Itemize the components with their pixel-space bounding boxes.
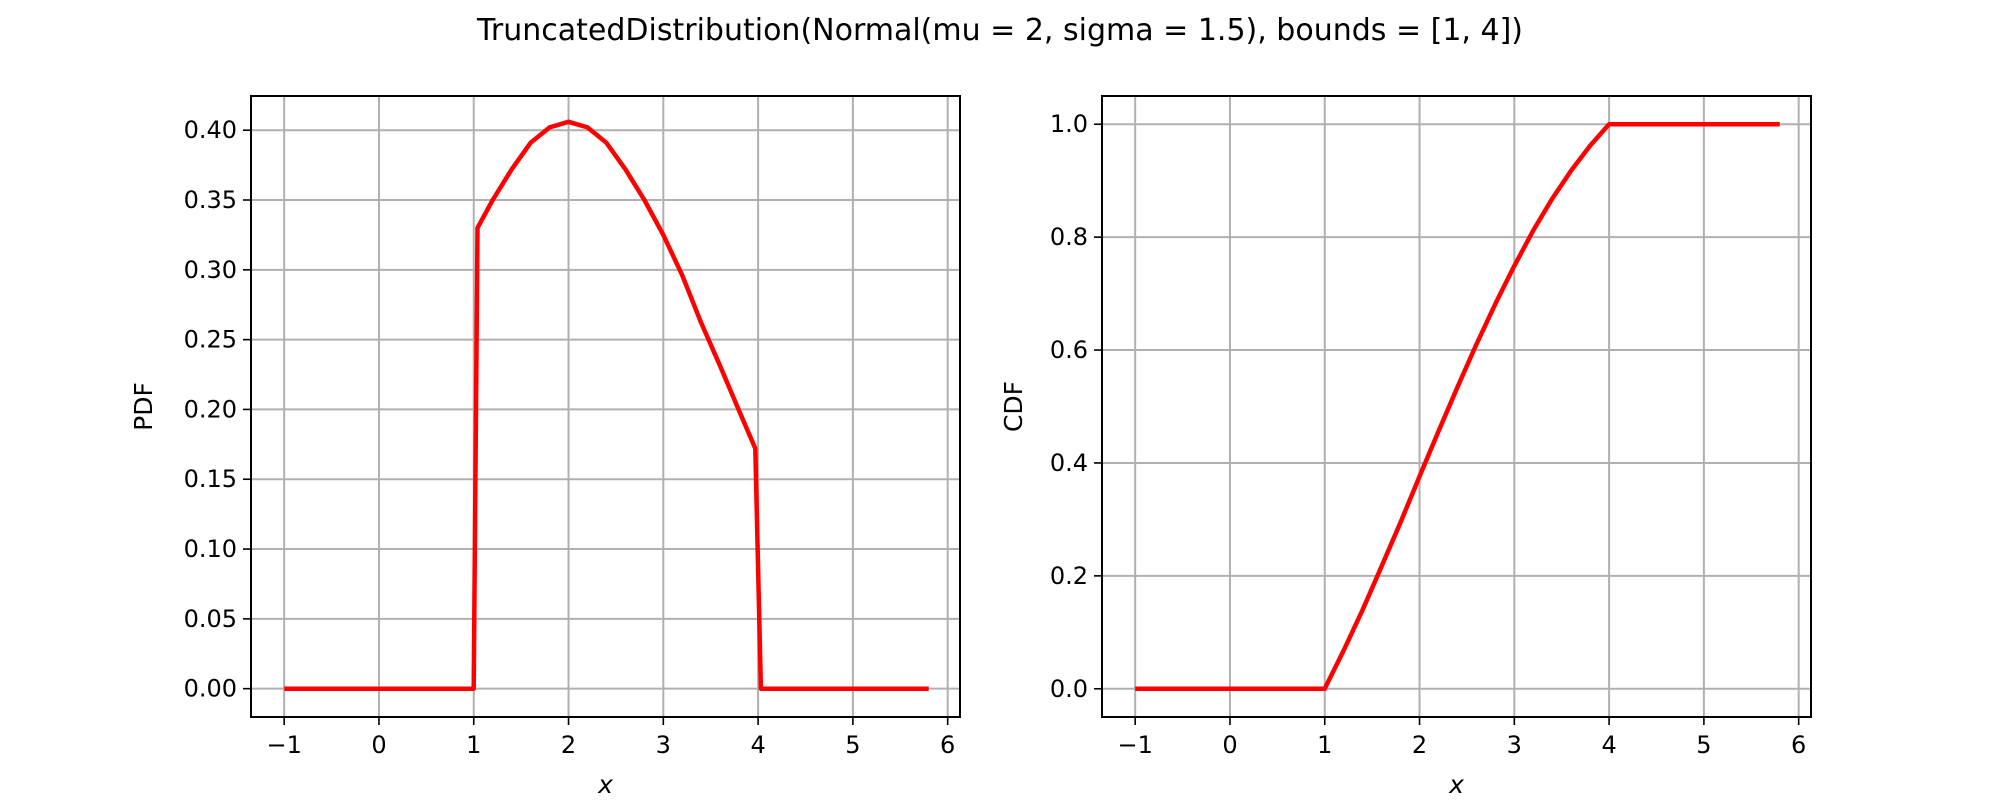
cdf-x-axis-label: x: [1448, 770, 1464, 799]
pdf-y-tick-label: 0.20: [184, 395, 237, 423]
pdf-y-tick-label: 0.40: [184, 116, 237, 144]
cdf-y-tick-label: 0.8: [1050, 223, 1088, 251]
figure-title: TruncatedDistribution(Normal(mu = 2, sig…: [476, 13, 1523, 48]
pdf-y-tick-label: 0.05: [184, 605, 237, 633]
cdf-plot-panel: −1 0 1 2 3 4 5 6 0.0 0.2 0.4 0.6 0.8 1.0 x CDF: [999, 95, 1812, 799]
cdf-y-tick-label: 0.6: [1050, 336, 1088, 364]
cdf-x-tick-label: 4: [1601, 731, 1616, 759]
cdf-x-tick-label: −1: [1117, 731, 1152, 759]
pdf-x-axis-label: x: [597, 770, 613, 799]
cdf-x-tick-label: 6: [1791, 731, 1806, 759]
cdf-y-axis-label: CDF: [999, 381, 1028, 432]
pdf-x-tick-label: −1: [266, 731, 301, 759]
pdf-x-tick-label: 0: [371, 731, 386, 759]
cdf-y-tick-label: 0.2: [1050, 562, 1088, 590]
pdf-y-tick-label: 0.00: [184, 675, 237, 703]
pdf-axes-frame: [250, 95, 961, 718]
pdf-y-tick-label: 0.15: [184, 465, 237, 493]
pdf-x-tick-label: 4: [750, 731, 765, 759]
cdf-y-tick-label: 0.0: [1050, 675, 1088, 703]
pdf-x-tick-label: 6: [940, 731, 955, 759]
pdf-y-tick-label: 0.30: [184, 256, 237, 284]
pdf-series-line: [284, 119, 929, 691]
pdf-y-tick-label: 0.25: [184, 326, 237, 354]
pdf-x-tick-label: 1: [466, 731, 481, 759]
pdf-x-tick-label: 5: [845, 731, 860, 759]
cdf-x-tick-label: 0: [1222, 731, 1237, 759]
cdf-x-tick-label: 5: [1696, 731, 1711, 759]
cdf-x-tick-label: 2: [1412, 731, 1427, 759]
pdf-plot-panel: −1 0 1 2 3 4 5 6 0.00 0.05 0.10 0.15 0.20 0.25 0.30 0.3…: [129, 95, 961, 799]
cdf-x-tick-label: 1: [1317, 731, 1332, 759]
cdf-x-tick-label: 3: [1507, 731, 1522, 759]
pdf-x-tick-label: 3: [656, 731, 671, 759]
cdf-series-line: [1135, 121, 1780, 692]
cdf-y-tick-label: 1.0: [1050, 110, 1088, 138]
cdf-y-tick-label: 0.4: [1050, 449, 1088, 477]
pdf-y-axis-label: PDF: [129, 382, 158, 431]
pdf-x-tick-label: 2: [561, 731, 576, 759]
pdf-y-tick-label: 0.35: [184, 186, 237, 214]
pdf-y-tick-label: 0.10: [184, 535, 237, 563]
cdf-axes-frame: [1101, 95, 1812, 718]
